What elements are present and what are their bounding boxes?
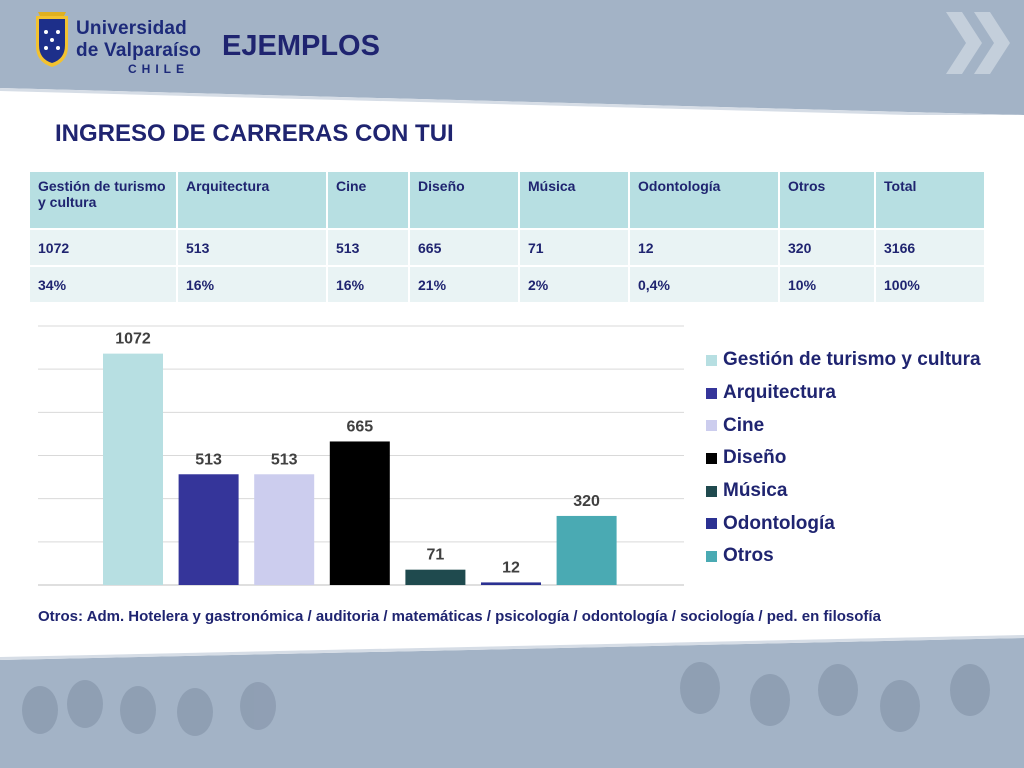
shield-icon bbox=[36, 12, 68, 67]
table-cell: 16% bbox=[178, 267, 326, 302]
table-cell: 10% bbox=[780, 267, 874, 302]
legend-item-4: Música bbox=[706, 475, 981, 508]
table-cell: 3166 bbox=[876, 230, 984, 265]
bar-chart: 1072 513 513 665 71 12 320 bbox=[38, 325, 684, 586]
bar-5 bbox=[481, 582, 541, 585]
table-cell: 100% bbox=[876, 267, 984, 302]
header-gestion: Gestión de turismo y cultura bbox=[30, 172, 176, 228]
legend-swatch bbox=[706, 518, 717, 530]
table-cell: 320 bbox=[780, 230, 874, 265]
bar-0 bbox=[103, 353, 163, 585]
double-chevron-icon bbox=[946, 12, 1010, 74]
data-label-0: 1072 bbox=[115, 331, 151, 348]
legend-swatch bbox=[706, 354, 717, 366]
legend-item-5: Odontología bbox=[706, 507, 981, 540]
header-musica: Música bbox=[520, 172, 628, 228]
header-cine: Cine bbox=[328, 172, 408, 228]
logo-line-3: CHILE bbox=[128, 62, 189, 76]
table-cell: 1072 bbox=[30, 230, 176, 265]
legend-item-3: Diseño bbox=[706, 442, 981, 475]
bar-4 bbox=[405, 569, 466, 585]
others-note: Otros: Adm. Hotelera y gastronómica / au… bbox=[38, 608, 881, 625]
table-cell: 16% bbox=[328, 267, 408, 302]
footer-band bbox=[0, 635, 1024, 768]
data-label-4: 71 bbox=[427, 547, 445, 564]
header-otros: Otros bbox=[780, 172, 874, 228]
page-title: EJEMPLOS bbox=[222, 30, 380, 62]
legend-swatch bbox=[706, 420, 717, 432]
data-label-2: 513 bbox=[271, 451, 298, 468]
university-logo: Universidad de Valparaíso CHILE bbox=[32, 8, 201, 78]
bar-6 bbox=[556, 515, 617, 585]
enrollment-table: Gestión de turismo y cultura Arquitectur… bbox=[28, 170, 986, 304]
legend-label: Cine bbox=[723, 414, 765, 436]
table-row: 34% 16% 16% 21% 2% 0,4% 10% 100% bbox=[30, 267, 984, 302]
table-cell: 12 bbox=[630, 230, 778, 265]
table-cell: 513 bbox=[178, 230, 326, 265]
header-arquitectura: Arquitectura bbox=[178, 172, 326, 228]
bar-1 bbox=[178, 474, 239, 585]
legend-swatch bbox=[706, 550, 717, 562]
table-cell: 2% bbox=[520, 267, 628, 302]
section-title: INGRESO DE CARRERAS CON TUI bbox=[55, 120, 454, 147]
legend-item-0: Gestión de turismo y cultura bbox=[706, 344, 981, 377]
logo-line-1: Universidad bbox=[76, 18, 187, 39]
bar-2 bbox=[254, 474, 315, 585]
data-label-1: 513 bbox=[195, 451, 222, 468]
logo-line-2: de Valparaíso bbox=[76, 40, 202, 61]
header-odontologia: Odontología bbox=[630, 172, 778, 228]
legend-label: Arquitectura bbox=[723, 382, 836, 404]
legend-item-2: Cine bbox=[706, 409, 981, 442]
legend-label: Música bbox=[723, 480, 788, 502]
legend-label: Gestión de turismo y cultura bbox=[723, 349, 981, 371]
legend-swatch bbox=[706, 485, 717, 497]
table-cell: 0,4% bbox=[630, 267, 778, 302]
data-label-6: 320 bbox=[573, 493, 600, 510]
table-row: 1072 513 513 665 71 12 320 3166 bbox=[30, 230, 984, 265]
legend-item-1: Arquitectura bbox=[706, 377, 981, 410]
table-cell: 34% bbox=[30, 267, 176, 302]
legend-label: Odontología bbox=[723, 512, 835, 534]
table-cell: 21% bbox=[410, 267, 518, 302]
table-cell: 513 bbox=[328, 230, 408, 265]
chart-legend: Gestión de turismo y cultura Arquitectura… bbox=[706, 344, 981, 573]
legend-swatch bbox=[706, 452, 717, 464]
legend-item-6: Otros bbox=[706, 540, 981, 573]
header-band bbox=[0, 0, 1024, 115]
data-label-3: 665 bbox=[346, 418, 373, 435]
data-label-5: 12 bbox=[502, 559, 520, 576]
table-cell: 71 bbox=[520, 230, 628, 265]
table-cell: 665 bbox=[410, 230, 518, 265]
bar-3 bbox=[329, 441, 390, 585]
legend-label: Diseño bbox=[723, 447, 787, 469]
legend-label: Otros bbox=[723, 545, 774, 567]
header-total: Total bbox=[876, 172, 984, 228]
header-diseno: Diseño bbox=[410, 172, 518, 228]
table-header-row: Gestión de turismo y cultura Arquitectur… bbox=[30, 172, 984, 228]
legend-swatch bbox=[706, 387, 717, 399]
